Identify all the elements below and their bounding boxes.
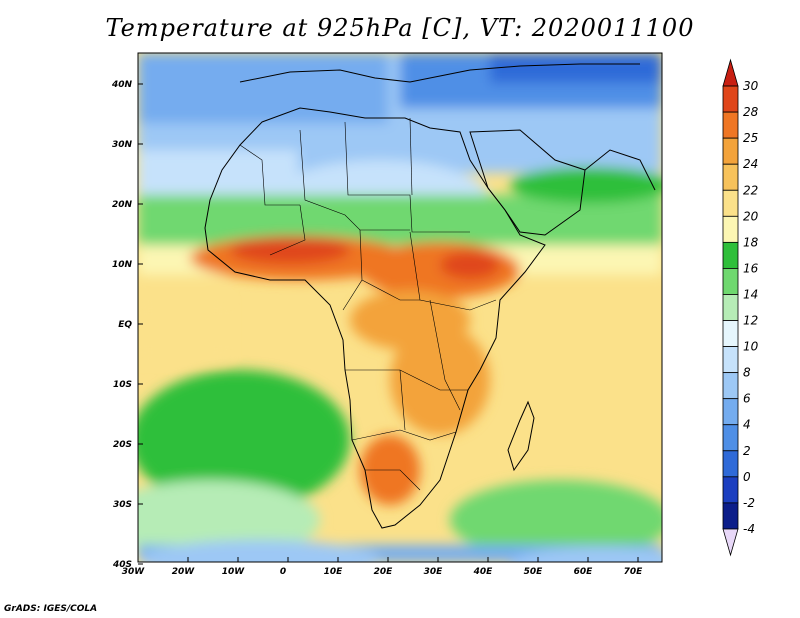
lat-tick-label: 10N (112, 260, 133, 270)
colorbar-label: 6 (743, 392, 751, 406)
lon-tick-label: 0 (280, 567, 286, 577)
colorbar-label: 12 (743, 314, 758, 328)
colorbar-swatch (722, 58, 739, 87)
colorbar-swatch (722, 111, 739, 139)
africa-outline (204, 107, 546, 529)
colorbar-swatch (722, 502, 739, 530)
colorbar-label: 24 (743, 157, 758, 171)
map-title: Temperature at 925hPa [C], VT: 202001110… (105, 14, 695, 42)
colorbar-label: 28 (743, 105, 759, 119)
colorbar-label: 0 (743, 470, 751, 484)
lon-tick-label: 50E (524, 567, 544, 577)
field-sahel-green (138, 195, 662, 245)
colorbar-swatch (722, 215, 739, 243)
colorbar-label: 10 (743, 340, 759, 354)
lon-tick-label: 20W (172, 567, 196, 577)
colorbar-swatch (722, 346, 739, 374)
colorbar-label: -4 (743, 522, 755, 536)
colorbar-label: -2 (743, 496, 755, 510)
lon-tick-label: 40E (473, 567, 494, 577)
colorbar-label: 30 (743, 79, 759, 93)
colorbar-swatch (722, 320, 739, 347)
lat-tick-label: EQ (118, 320, 132, 330)
colorbar-label: 20 (743, 209, 759, 223)
europe-coast (239, 63, 640, 83)
lon-tick-label: 30E (424, 567, 444, 577)
lat-tick-label: 10S (113, 380, 132, 390)
lon-tick-label: 10E (324, 567, 344, 577)
country-borders (239, 117, 497, 491)
lat-tick-label: 40S (112, 560, 132, 570)
lat-tick-label: 40N (111, 80, 133, 90)
map-frame (137, 52, 663, 563)
lat-axis: 40N 30N 20N 10N EQ 10S 20S 30S 40S (111, 80, 143, 570)
field-south-atlantic (138, 370, 350, 510)
colorbar-swatch (722, 85, 739, 113)
colorbar-label: 8 (743, 366, 751, 380)
colorbar-label: 16 (743, 261, 759, 275)
colorbar-label: 18 (743, 235, 759, 249)
colorbar-swatch (722, 137, 739, 165)
colorbar-label: 22 (743, 183, 758, 197)
colorbar-swatch (722, 372, 739, 400)
lon-tick-label: 60E (574, 567, 594, 577)
lon-tick-label: 20E (374, 567, 394, 577)
lon-tick-label: 30W (122, 567, 146, 577)
temperature-field (138, 53, 662, 562)
lat-tick-label: 30S (113, 500, 132, 510)
grads-credit: GrADS: IGES/COLA (4, 604, 98, 614)
colorbar-label: 25 (743, 131, 758, 145)
arabia-outline (469, 129, 586, 236)
asia-coast (584, 149, 656, 191)
lat-tick-label: 30N (112, 140, 133, 150)
colorbar-swatch (722, 189, 739, 217)
lat-tick-label: 20N (112, 200, 133, 210)
colorbar-swatch (722, 268, 739, 295)
colorbar-swatch (722, 450, 739, 478)
colorbar-label: 4 (743, 418, 751, 432)
colorbar-swatch (722, 528, 739, 557)
lat-tick-label: 20S (113, 440, 132, 450)
colorbar-swatch (722, 424, 739, 452)
colorbar-swatch (722, 398, 739, 426)
colorbar-swatch (722, 476, 739, 504)
lon-axis: 30W 20W 10W 0 10E 20E 30E 40E 50E 60E 70E (122, 557, 643, 577)
lon-tick-label: 10W (222, 567, 246, 577)
madagascar-outline (507, 400, 535, 472)
colorbar-swatch (722, 163, 739, 191)
lon-tick-label: 70E (624, 567, 644, 577)
colorbar-label: 2 (743, 444, 751, 458)
colorbar-label: 14 (743, 287, 758, 301)
colorbar-swatch (722, 294, 739, 321)
colorbar-swatch (722, 241, 739, 269)
coastlines (204, 63, 656, 529)
